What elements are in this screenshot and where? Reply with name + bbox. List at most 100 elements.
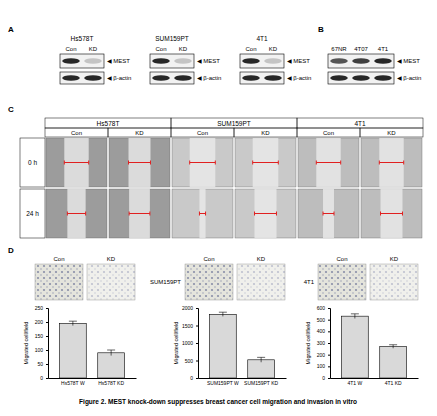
tick-mark — [328, 331, 330, 332]
tick: SUM159PT W — [207, 378, 239, 386]
band-label: ◀ β-actin — [107, 75, 131, 81]
tick-mark — [328, 355, 330, 356]
tick-mark — [46, 308, 48, 309]
blot — [328, 54, 394, 68]
band — [330, 75, 348, 81]
error-bar-line — [72, 321, 73, 325]
axis-line — [196, 309, 199, 379]
lane-label: KD — [269, 46, 278, 52]
bar-chart: 0500100015002000SUM159PT WSUM159PT KDMig… — [173, 305, 287, 385]
lane-label: 4T07 — [354, 46, 368, 52]
wound-line — [199, 213, 205, 214]
lane-label: Con — [203, 256, 214, 262]
wound-line — [340, 161, 341, 165]
wound-line — [316, 161, 317, 165]
tick-label: 100 — [35, 347, 44, 353]
tick-label: 300 — [317, 340, 326, 346]
lane-label: KD — [390, 256, 399, 262]
lane-label: KD — [135, 130, 144, 136]
tick-label: 2000 — [182, 305, 193, 311]
tick-label: 0 — [322, 375, 325, 381]
x-axis: 4T1 W4T1 KD — [331, 378, 419, 386]
blot — [60, 72, 104, 84]
caption: Figure 2. MEST knock-down suppresses bre… — [79, 398, 357, 406]
tick: 600 — [317, 305, 330, 311]
blot-group: Hs578TConKD◀ MEST◀ β-actin — [60, 35, 131, 84]
panel-a: AHs578TConKD◀ MEST◀ β-actinSUM159PTConKD… — [8, 25, 311, 84]
band — [374, 58, 392, 64]
row-cell — [20, 189, 45, 238]
tick: Hs578T W — [61, 378, 85, 386]
group-label: 4T1 — [304, 279, 315, 285]
wound-gap — [190, 138, 216, 187]
lane-label: KD — [107, 256, 116, 262]
cell-line: SUM159PT — [217, 120, 251, 127]
wound-line — [85, 212, 86, 216]
wound-line — [190, 162, 216, 163]
tick: 0 — [190, 375, 198, 381]
error-bar-line — [261, 357, 262, 362]
wound-line — [402, 212, 403, 216]
transwell-image — [370, 264, 418, 300]
blot — [240, 72, 284, 84]
transwell-image — [237, 264, 285, 300]
wound-image — [109, 138, 170, 187]
band — [84, 58, 102, 64]
tick: 500 — [185, 358, 198, 364]
tick-label: 1000 — [182, 340, 193, 346]
error-bar-line — [393, 345, 394, 349]
tick-mark — [46, 378, 48, 379]
error-bar-cap — [351, 313, 359, 314]
tick: 100 — [35, 347, 48, 353]
blot — [60, 54, 104, 68]
wound-line — [333, 212, 334, 216]
blot — [240, 54, 284, 68]
tick-mark — [46, 364, 48, 365]
blot — [150, 54, 194, 68]
transwell-image — [185, 264, 233, 300]
wound-line — [323, 212, 324, 216]
band — [242, 58, 260, 64]
tick-label: Hs578T W — [61, 380, 85, 386]
tick: 200 — [35, 319, 48, 325]
axis-line — [328, 309, 331, 379]
tick: 1000 — [182, 340, 198, 346]
figure: AHs578TConKD◀ MEST◀ β-actinSUM159PTConKD… — [0, 0, 437, 416]
lane-label: Con — [53, 256, 64, 262]
tick-mark — [196, 378, 198, 379]
bar — [59, 323, 86, 378]
wound-line — [189, 161, 190, 165]
wound-line — [380, 212, 381, 216]
bar — [248, 360, 275, 378]
wound-line — [129, 162, 151, 163]
header-cell — [360, 128, 423, 137]
error-bar-line — [354, 314, 355, 319]
blot-group: 4T1ConKD◀ MEST◀ β-actin — [240, 35, 311, 84]
wound-line — [149, 212, 150, 216]
tick-mark — [46, 350, 48, 351]
wound-image — [235, 189, 296, 238]
axis-line — [331, 378, 419, 379]
lane-label: Con — [155, 46, 166, 52]
band — [264, 58, 282, 64]
wound-line — [316, 162, 340, 163]
lane-label: 67NR — [331, 46, 347, 52]
y-axis: 0100200300400500600 — [317, 305, 331, 381]
wound-image — [109, 189, 170, 238]
band-label: ◀ β-actin — [287, 75, 311, 81]
wound-image — [361, 189, 422, 238]
tick: 50 — [37, 361, 48, 367]
wound-image — [46, 138, 107, 187]
band — [330, 58, 348, 64]
tick-label: 1500 — [182, 323, 193, 329]
cell-line: SUM159PT — [155, 35, 189, 42]
error-bar-line — [222, 312, 223, 316]
wound-line — [129, 212, 130, 216]
wound-line — [381, 213, 403, 214]
lane-label: Con — [71, 130, 82, 136]
wound-gap — [379, 138, 403, 187]
wound-gap — [323, 189, 334, 238]
lane-label: KD — [387, 130, 396, 136]
tick: 0 — [40, 375, 48, 381]
tick: 400 — [317, 328, 330, 334]
